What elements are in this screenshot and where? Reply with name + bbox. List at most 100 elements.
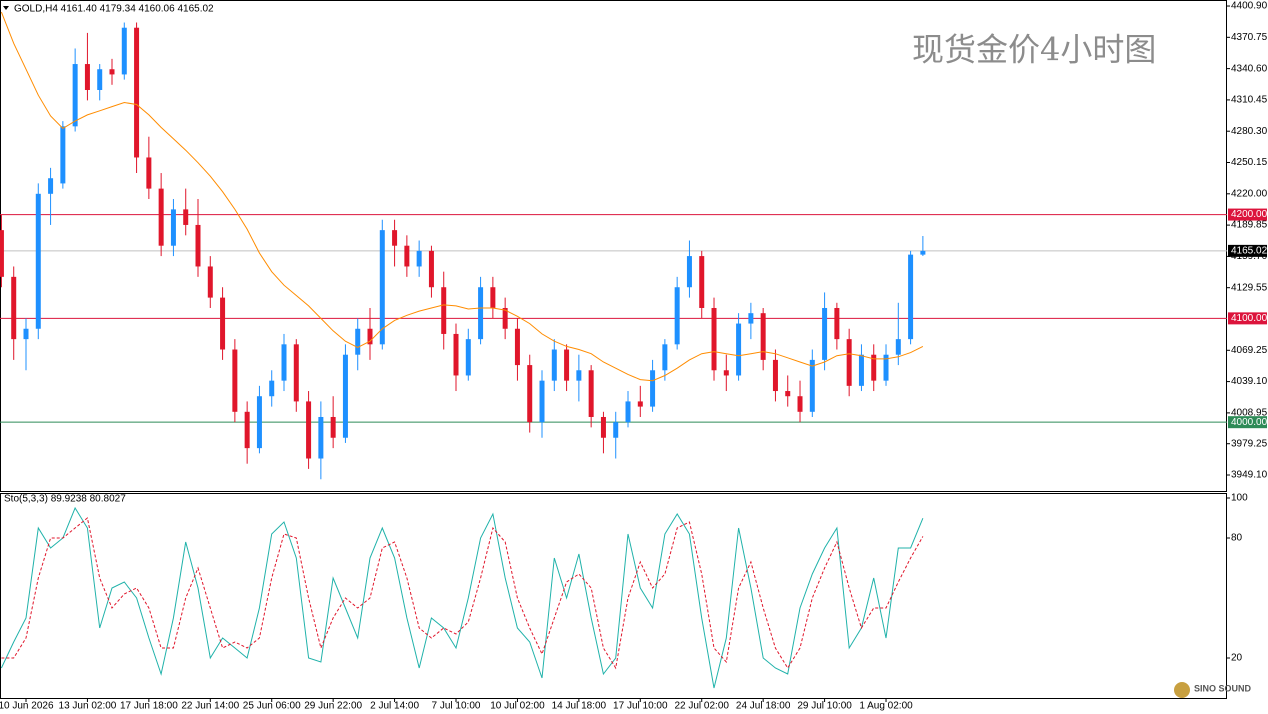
y-tick-label: 4008.95 xyxy=(1231,408,1268,419)
candle-body xyxy=(502,307,508,329)
y-tick-label: 4189.85 xyxy=(1231,220,1268,231)
chart-header: GOLD,H4 4161.40 4179.34 4160.06 4165.02 xyxy=(14,4,214,15)
candle-body xyxy=(883,354,889,381)
candle-body xyxy=(232,349,238,412)
candle-body xyxy=(170,209,176,246)
candle-body xyxy=(613,422,619,438)
candle-body xyxy=(379,230,385,345)
candle-body xyxy=(699,256,705,308)
candle-body xyxy=(858,354,864,386)
brand: SINO SOUND xyxy=(1194,683,1252,693)
candle-body xyxy=(416,250,422,267)
candle-body xyxy=(183,209,189,225)
candle-body xyxy=(48,178,54,194)
candle-body xyxy=(650,370,656,407)
stochastic-line xyxy=(1,517,924,670)
candle-body xyxy=(97,69,103,90)
moving-average xyxy=(0,11,924,382)
x-tick-label: 29 Jun 22:00 xyxy=(304,701,362,712)
main-panel-frame xyxy=(0,0,1227,492)
y-tick-label: 4310.45 xyxy=(1231,95,1268,106)
candle-body xyxy=(84,64,90,90)
candle-body xyxy=(785,391,791,397)
y-tick-label: 4280.30 xyxy=(1231,126,1268,137)
watermark: 现货金价4小时图 xyxy=(912,31,1156,69)
candle-body xyxy=(269,380,275,397)
candle-body xyxy=(146,157,152,189)
candle-body xyxy=(60,126,66,184)
price-level-label: 4165.02 xyxy=(1231,246,1268,257)
candle-body xyxy=(748,313,754,324)
price-level-tag xyxy=(1228,416,1267,429)
candle-body xyxy=(109,69,115,75)
candle-body xyxy=(293,344,299,402)
candle-body xyxy=(809,359,815,412)
candle-body xyxy=(0,230,4,277)
y-tick-label: 3949.10 xyxy=(1231,470,1268,481)
candle-body xyxy=(392,230,398,246)
candle-body xyxy=(551,349,557,381)
candle-body xyxy=(404,245,410,267)
x-tick-label: 1 Aug 02:00 xyxy=(859,701,913,712)
x-tick-label: 25 Jun 06:00 xyxy=(243,701,301,712)
y-tick-label: 4039.10 xyxy=(1231,376,1268,387)
x-tick-label: 13 Jun 02:00 xyxy=(59,701,117,712)
candle-body xyxy=(478,287,484,340)
candle-body xyxy=(662,344,668,371)
x-tick-label: 10 Jul 02:00 xyxy=(490,701,545,712)
stochastic-line xyxy=(0,506,924,689)
candle-body xyxy=(822,307,828,360)
candle-body xyxy=(908,254,914,340)
candle-body xyxy=(355,328,361,355)
candle-body xyxy=(318,416,324,459)
y-tick-label: 4069.25 xyxy=(1231,345,1268,356)
y-tick-label: 20 xyxy=(1231,653,1243,664)
x-tick-label: 14 Jul 18:00 xyxy=(552,701,607,712)
candle-body xyxy=(330,416,336,438)
indicator-label: Sto(5,3,3) 89.9238 80.8027 xyxy=(4,494,126,505)
candle-body xyxy=(256,396,262,449)
x-tick-label: 29 Jul 10:00 xyxy=(797,701,852,712)
candle-body xyxy=(342,354,348,438)
candle-body xyxy=(158,188,164,246)
candle-body xyxy=(920,250,926,255)
x-tick-label: 22 Jun 14:00 xyxy=(181,701,239,712)
price-level-label: 4200.00 xyxy=(1231,209,1268,220)
candle-body xyxy=(11,276,17,340)
candle-body xyxy=(772,359,778,392)
candle-body xyxy=(35,193,41,329)
candle-body xyxy=(797,396,803,412)
y-tick-label: 4400.90 xyxy=(1231,1,1268,12)
candle-body xyxy=(625,401,631,423)
candle-body xyxy=(527,365,533,423)
candle-body xyxy=(306,401,312,459)
y-tick-label: 4129.55 xyxy=(1231,282,1268,293)
x-tick-label: 17 Jun 18:00 xyxy=(120,701,178,712)
candle-body xyxy=(121,27,127,75)
brand-logo xyxy=(1174,682,1190,698)
candle-body xyxy=(711,307,717,371)
y-tick-label: 4340.60 xyxy=(1231,63,1268,74)
candle-body xyxy=(490,287,496,308)
price-level-label: 4100.00 xyxy=(1231,313,1268,324)
candle-body xyxy=(281,344,287,381)
candle-body xyxy=(834,307,840,340)
candle-body xyxy=(220,297,226,350)
candle-body xyxy=(871,354,877,381)
candle-body xyxy=(465,339,471,376)
price-level-tag xyxy=(1228,208,1267,221)
candle-body xyxy=(686,256,692,288)
y-tick-label: 4250.15 xyxy=(1231,157,1268,168)
y-tick-label: 3979.25 xyxy=(1231,438,1268,449)
candle-body xyxy=(72,64,78,127)
menu-arrow[interactable] xyxy=(3,6,9,10)
candle-body xyxy=(895,339,901,355)
candle-body xyxy=(428,250,434,288)
x-tick-label: 7 Jul 10:00 xyxy=(432,701,481,712)
x-tick-label: 22 Jul 02:00 xyxy=(674,701,729,712)
x-tick-label: 10 Jun 2026 xyxy=(0,701,54,712)
x-tick-label: 2 Jul 14:00 xyxy=(370,701,419,712)
candle-body xyxy=(441,287,447,334)
candle-body xyxy=(453,333,459,376)
